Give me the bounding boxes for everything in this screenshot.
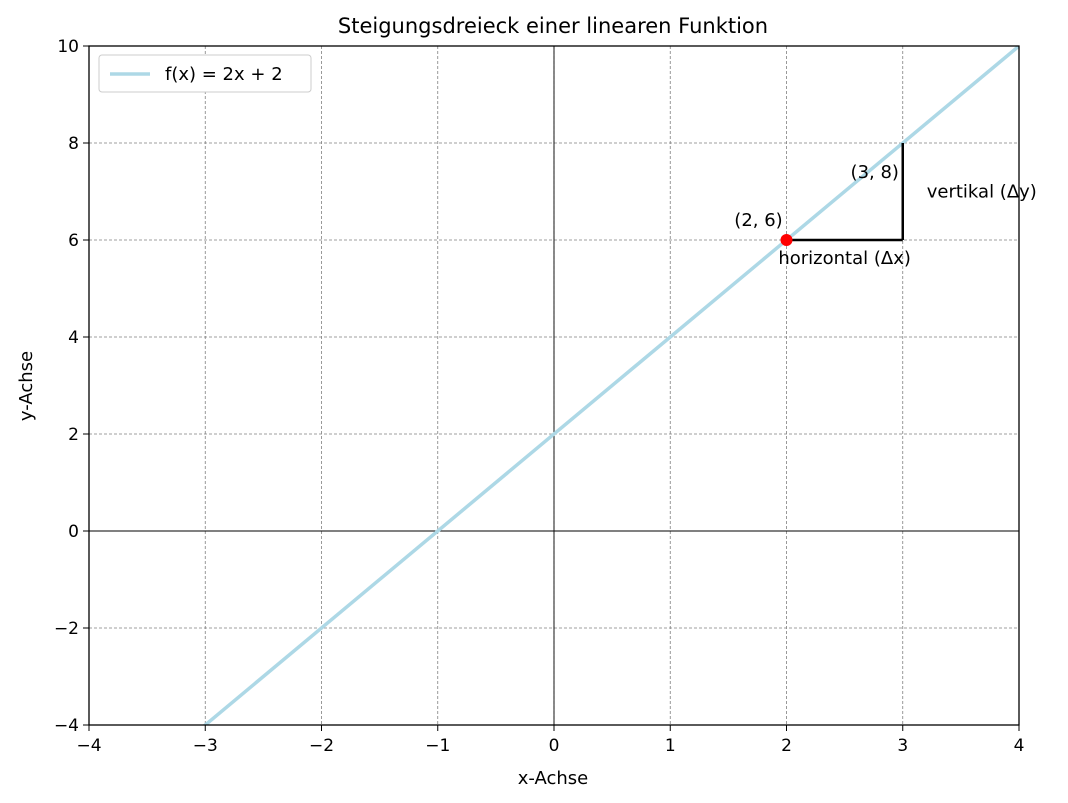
y-tick-label: 8 [68, 134, 79, 154]
y-tick-label: −2 [54, 619, 79, 639]
x-tick-label: −2 [309, 736, 334, 756]
axis-ticks: −4 −3 −2 −1 0 1 2 3 4 −4 −2 0 2 4 6 8 10 [54, 37, 1024, 756]
x-tick-label: −3 [193, 736, 218, 756]
x-tick-label: 4 [1014, 736, 1025, 756]
legend-box [98, 54, 312, 93]
series-line [202, 46, 1019, 725]
annotations: (2, 6) (3, 8) horizontal (Δx) vertikal (Δy) [734, 162, 1037, 269]
x-tick-label: −1 [425, 736, 450, 756]
x-tick-label: 1 [665, 736, 676, 756]
y-tick-label: 6 [68, 231, 79, 251]
annotation-vertical: vertikal (Δy) [927, 182, 1037, 203]
x-tick-label: −4 [76, 736, 101, 756]
y-tick-label: −4 [54, 716, 79, 736]
y-axis-label: y-Achse [16, 351, 37, 421]
annotation-point-a: (2, 6) [734, 210, 782, 231]
x-axis-label: x-Achse [518, 768, 589, 789]
x-tick-label: 3 [897, 736, 908, 756]
y-tick-label: 2 [68, 425, 79, 445]
y-tick-label: 0 [68, 522, 79, 542]
x-tick-label: 2 [781, 736, 792, 756]
slope-triangle [786, 143, 904, 242]
series-layer [202, 46, 1019, 725]
annotation-horizontal: horizontal (Δx) [778, 248, 911, 269]
zero-axes [89, 46, 1019, 725]
data-point [780, 234, 793, 246]
points-layer [780, 234, 793, 246]
y-tick-label: 4 [68, 328, 79, 348]
legend-label: f(x) = 2x + 2 [165, 64, 283, 85]
annotation-point-b: (3, 8) [851, 162, 899, 183]
x-tick-label: 0 [549, 736, 560, 756]
legend: f(x) = 2x + 2 [98, 54, 312, 93]
chart-title: Steigungsdreieck einer linearen Funktion [338, 14, 768, 38]
y-tick-label: 10 [57, 37, 79, 57]
